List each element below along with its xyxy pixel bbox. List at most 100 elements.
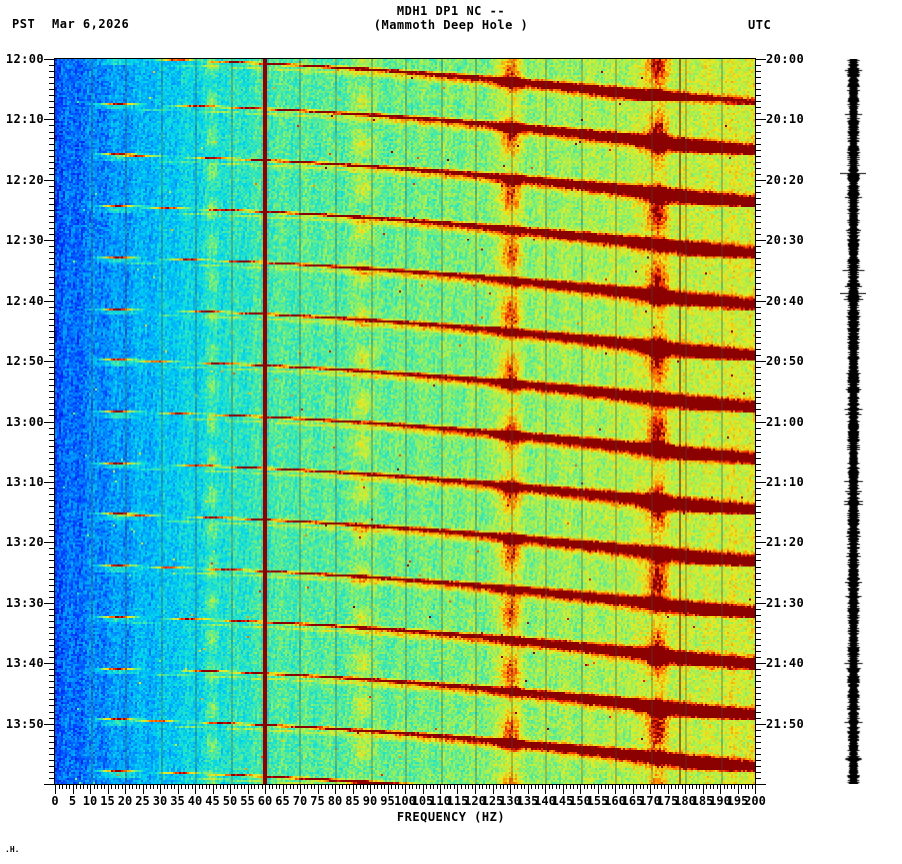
freq-tick-minor <box>174 784 175 789</box>
time-tick-minor <box>755 415 761 416</box>
time-tick-minor <box>755 222 761 223</box>
time-tick-minor <box>49 651 55 652</box>
time-tick-minor <box>755 252 761 253</box>
freq-tick-major <box>720 784 721 794</box>
time-tick-minor <box>755 657 761 658</box>
time-tick-minor <box>49 645 55 646</box>
time-tick-minor <box>755 760 761 761</box>
time-label-utc: 21:10 <box>766 474 805 489</box>
freq-tick-major <box>213 784 214 794</box>
freq-tick-minor <box>591 784 592 789</box>
time-tick-major <box>755 422 766 423</box>
freq-tick-minor <box>220 784 221 789</box>
freq-label: 0 <box>51 794 59 808</box>
time-tick-minor <box>49 186 55 187</box>
freq-tick-major <box>423 784 424 794</box>
time-tick-minor <box>49 585 55 586</box>
freq-tick-minor <box>514 784 515 789</box>
time-tick-minor <box>755 573 761 574</box>
time-tick-minor <box>755 289 761 290</box>
freq-tick-minor <box>59 784 60 789</box>
time-tick-minor <box>49 101 55 102</box>
freq-tick-major <box>755 784 756 794</box>
time-tick-minor <box>755 144 761 145</box>
time-tick-minor <box>755 89 761 90</box>
time-tick-major <box>44 724 55 725</box>
time-tick-minor <box>755 446 761 447</box>
time-tick-major <box>44 59 55 60</box>
time-tick-minor <box>755 524 761 525</box>
freq-tick-major <box>318 784 319 794</box>
time-tick-minor <box>49 192 55 193</box>
time-tick-major <box>755 361 766 362</box>
seismogram-trace[interactable] <box>840 59 866 784</box>
freq-tick-minor <box>234 784 235 789</box>
freq-label: 55 <box>240 794 255 808</box>
freq-tick-minor <box>675 784 676 789</box>
time-tick-minor <box>49 289 55 290</box>
time-tick-minor <box>755 101 761 102</box>
time-tick-minor <box>49 325 55 326</box>
time-tick-minor <box>755 132 761 133</box>
freq-tick-major <box>545 784 546 794</box>
time-tick-minor <box>755 156 761 157</box>
freq-label: 40 <box>187 794 203 808</box>
time-tick-minor <box>755 186 761 187</box>
freq-tick-minor <box>461 784 462 789</box>
time-tick-minor <box>49 270 55 271</box>
time-tick-major <box>755 119 766 120</box>
freq-tick-major <box>73 784 74 794</box>
time-label-utc: 20:10 <box>766 112 805 127</box>
freq-tick-minor <box>136 784 137 789</box>
time-tick-minor <box>755 772 761 773</box>
freq-label: 115 <box>446 794 469 808</box>
time-label-pst: 12:20 <box>5 172 44 187</box>
time-tick-minor <box>755 560 761 561</box>
freq-tick-minor <box>647 784 648 789</box>
freq-label: 100 <box>394 794 416 808</box>
time-label-pst: 13:20 <box>5 535 44 550</box>
freq-tick-minor <box>612 784 613 789</box>
freq-tick-major <box>493 784 494 794</box>
time-tick-major <box>44 180 55 181</box>
time-tick-minor <box>49 609 55 610</box>
freq-tick-minor <box>83 784 84 789</box>
time-tick-minor <box>49 705 55 706</box>
time-tick-minor <box>755 349 761 350</box>
time-tick-minor <box>49 506 55 507</box>
time-tick-major <box>44 301 55 302</box>
spectrogram-plot[interactable] <box>55 59 755 784</box>
time-tick-minor <box>49 754 55 755</box>
time-tick-minor <box>49 313 55 314</box>
time-tick-minor <box>755 434 761 435</box>
freq-label: 5 <box>68 794 77 808</box>
time-label-pst: 12:30 <box>5 233 44 248</box>
freq-tick-minor <box>276 784 277 789</box>
time-tick-minor <box>49 778 55 779</box>
time-tick-minor <box>49 669 55 670</box>
freq-tick-major <box>703 784 704 794</box>
time-tick-minor <box>755 77 761 78</box>
time-tick-minor <box>755 730 761 731</box>
freq-tick-minor <box>486 784 487 789</box>
freq-tick-minor <box>507 784 508 789</box>
time-tick-minor <box>49 428 55 429</box>
time-tick-minor <box>49 476 55 477</box>
freq-tick-major <box>528 784 529 794</box>
freq-tick-minor <box>251 784 252 789</box>
time-tick-minor <box>755 192 761 193</box>
spectrogram-image[interactable] <box>55 59 755 784</box>
time-tick-minor <box>49 355 55 356</box>
time-tick-minor <box>755 216 761 217</box>
time-tick-minor <box>755 391 761 392</box>
time-tick-minor <box>755 585 761 586</box>
freq-tick-minor <box>622 784 623 789</box>
freq-tick-minor <box>62 784 63 789</box>
time-tick-major <box>755 301 766 302</box>
seismogram-strip[interactable] <box>840 59 866 784</box>
freq-tick-minor <box>538 784 539 789</box>
freq-tick-minor <box>450 784 451 789</box>
freq-label: 15 <box>100 794 115 808</box>
freq-tick-minor <box>524 784 525 789</box>
time-tick-minor <box>49 440 55 441</box>
